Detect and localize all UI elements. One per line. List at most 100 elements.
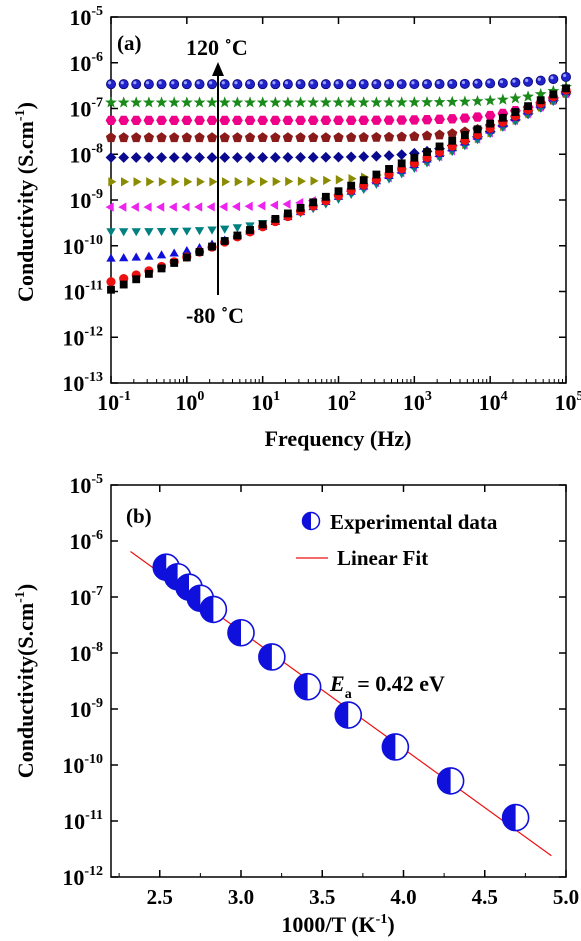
data-point xyxy=(156,79,167,90)
data-point xyxy=(231,115,243,126)
data-point xyxy=(408,96,421,108)
data-point xyxy=(345,115,357,125)
data-point xyxy=(346,79,357,90)
data-point xyxy=(244,201,253,211)
sphere-highlight xyxy=(411,81,415,85)
data-point xyxy=(308,79,319,90)
x-axis-label: Frequency (Hz) xyxy=(265,426,412,451)
data-point xyxy=(168,152,180,163)
data-point xyxy=(107,285,115,294)
data-point xyxy=(486,119,495,128)
y-tick-label: 10-11 xyxy=(63,808,103,834)
x-axis-ticks: 2.5 3.0 3.5 4.0 4.5 5.0 xyxy=(118,485,579,909)
x-tick-label: 3.0 xyxy=(228,885,254,909)
data-point xyxy=(282,152,294,163)
data-point xyxy=(119,280,128,289)
data-point xyxy=(269,200,279,210)
sphere-highlight xyxy=(284,81,289,85)
data-point xyxy=(182,246,192,255)
data-point xyxy=(484,110,496,121)
data-point xyxy=(323,175,332,186)
sphere-highlight xyxy=(234,81,238,85)
sphere-highlight xyxy=(259,81,263,85)
data-point xyxy=(194,202,203,212)
annotation-top-temperature: 120 ˚C xyxy=(186,35,248,60)
sphere-highlight xyxy=(133,81,137,85)
data-point xyxy=(421,130,433,141)
data-point xyxy=(358,151,370,163)
data-point xyxy=(207,226,217,235)
data-point xyxy=(283,209,292,218)
data-point xyxy=(434,129,445,140)
data-point xyxy=(536,96,545,105)
sphere-highlight xyxy=(108,81,112,85)
y-tick-label: 10-7 xyxy=(69,96,103,122)
data-point xyxy=(308,132,319,143)
y-axis-ticks: 10-12 10-11 10-10 10-9 10-8 10-7 10-6 10-5 xyxy=(62,472,566,890)
data-point xyxy=(370,115,382,125)
data-point xyxy=(182,253,191,262)
data-point xyxy=(396,79,407,90)
data-point xyxy=(448,136,457,145)
data-point xyxy=(562,84,570,93)
data-point xyxy=(307,151,319,163)
data-point xyxy=(346,132,357,142)
data-point xyxy=(219,132,230,143)
data-point xyxy=(282,79,293,90)
sphere-highlight xyxy=(158,81,162,85)
legend: Experimental data Linear Fit xyxy=(296,510,498,570)
data-point xyxy=(358,115,370,125)
data-point xyxy=(231,152,243,163)
data-point xyxy=(561,71,572,82)
x-tick-label: 3.5 xyxy=(309,885,335,909)
y-tick-label: 10-10 xyxy=(62,752,103,778)
data-point xyxy=(194,115,205,126)
sphere-highlight xyxy=(386,81,390,85)
panel-label: (b) xyxy=(126,504,152,528)
data-point xyxy=(106,79,117,90)
data-point xyxy=(285,176,294,187)
series-0-square xyxy=(107,84,570,294)
data-point xyxy=(231,96,244,108)
x-tick-label: 105 xyxy=(555,389,581,415)
data-point xyxy=(272,176,281,187)
data-point xyxy=(257,132,268,143)
data-point xyxy=(131,252,141,261)
x-tick-label: 4.0 xyxy=(390,885,416,909)
sphere-highlight xyxy=(183,81,188,85)
data-point xyxy=(459,78,470,89)
data-point xyxy=(143,202,152,212)
data-point xyxy=(143,115,155,126)
data-point xyxy=(106,228,116,237)
data-point xyxy=(143,152,155,163)
sphere-highlight xyxy=(272,81,276,85)
data-point xyxy=(372,170,381,179)
data-point xyxy=(227,618,255,647)
series-7-pentagon xyxy=(105,87,572,143)
data-point xyxy=(446,114,458,124)
data-point xyxy=(293,672,322,701)
y-tick-label: 10-9 xyxy=(69,696,103,722)
sphere-highlight xyxy=(297,81,301,85)
x-axis-ticks: 10-1 100 101 102 103 104 105 xyxy=(97,17,581,415)
y-tick-label: 10-6 xyxy=(69,50,103,76)
data-point xyxy=(218,96,231,108)
sphere-highlight xyxy=(512,79,516,83)
data-point xyxy=(130,202,139,212)
data-point xyxy=(182,227,192,236)
data-point xyxy=(421,115,433,125)
x-tick-label: 2.5 xyxy=(147,885,173,909)
data-point xyxy=(534,88,547,100)
data-point xyxy=(169,79,180,90)
data-point xyxy=(334,701,363,729)
data-point xyxy=(408,115,420,125)
data-point xyxy=(435,142,444,151)
data-point xyxy=(348,173,357,184)
data-point xyxy=(156,228,167,237)
x-tick-label: 4.5 xyxy=(472,885,498,909)
data-series-group xyxy=(105,71,572,294)
data-point xyxy=(131,79,142,90)
data-point xyxy=(244,132,256,143)
data-point xyxy=(130,96,143,108)
sphere-highlight xyxy=(474,80,478,84)
